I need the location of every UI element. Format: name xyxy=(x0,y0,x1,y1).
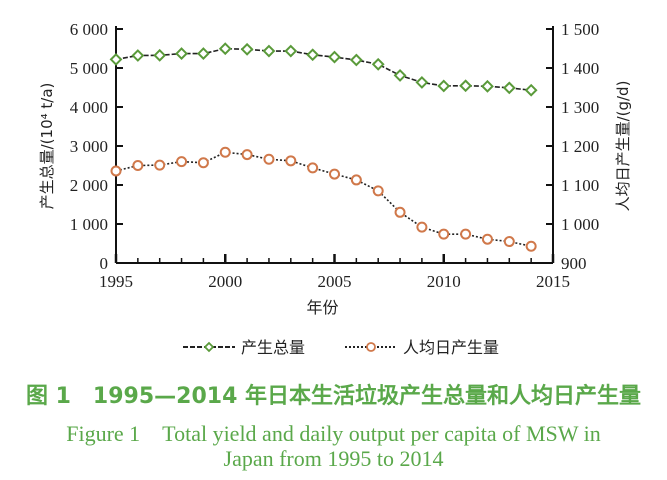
x-tick-label: 1995 xyxy=(99,272,133,291)
data-point-diamond xyxy=(481,79,494,93)
legend-marker-circle xyxy=(366,342,376,352)
data-point-circle xyxy=(416,221,428,233)
data-point-circle xyxy=(525,240,537,252)
data-point-circle xyxy=(307,162,319,174)
data-point-circle xyxy=(329,168,340,180)
data-point-circle xyxy=(481,233,493,245)
right-tick-label: 1 200 xyxy=(561,137,599,156)
data-point-circle xyxy=(438,228,450,240)
legend-label-1: 产生总量 xyxy=(241,338,305,357)
data-point-diamond xyxy=(109,53,123,66)
data-point-diamond xyxy=(240,42,254,56)
caption-english-line2: Japan from 1995 to 2014 xyxy=(223,446,444,471)
x-tick-label: 2015 xyxy=(536,272,570,291)
data-point-diamond xyxy=(153,48,167,62)
right-tick-label: 1 300 xyxy=(561,98,599,117)
data-point-diamond xyxy=(284,44,298,58)
data-point-diamond xyxy=(175,47,188,60)
data-point-diamond xyxy=(393,68,407,82)
data-point-circle xyxy=(285,155,297,167)
data-point-circle xyxy=(372,185,384,197)
data-point-diamond xyxy=(328,50,341,64)
data-point-circle xyxy=(350,174,362,186)
data-point-diamond xyxy=(306,48,320,62)
left-tick-label: 6 000 xyxy=(70,20,108,39)
data-point-diamond xyxy=(349,53,363,67)
data-point-circle xyxy=(197,157,209,169)
data-point-diamond xyxy=(196,47,210,60)
left-tick-label: 4 000 xyxy=(70,98,108,117)
right-tick-label: 900 xyxy=(561,254,587,273)
right-tick-label: 1 100 xyxy=(561,176,599,195)
x-tick-label: 2005 xyxy=(318,272,352,291)
data-point-circle xyxy=(503,236,515,248)
data-point-circle xyxy=(110,165,122,177)
dual-axis-line-chart: 0 1 000 2 000 3 000 4 000 5 000 6 000 900 1 000 1… xyxy=(38,20,632,357)
data-point-diamond xyxy=(371,57,385,71)
right-tick-label: 1 500 xyxy=(561,20,599,39)
data-point-circle xyxy=(263,153,275,165)
right-axis-label: 人均日产生量/(g/d) xyxy=(614,81,632,212)
left-axis-label: 产生总量/(10⁴ t/a) xyxy=(38,83,56,210)
data-point-diamond xyxy=(262,44,276,58)
left-tick-label: 5 000 xyxy=(70,59,108,78)
data-point-diamond xyxy=(415,76,429,89)
data-point-circle xyxy=(176,156,188,168)
left-tick-label: 2 000 xyxy=(70,176,108,195)
caption-chinese: 图 1 1995—2014 年日本生活垃圾产生总量和人均日产生量 xyxy=(25,384,642,409)
legend-label-2: 人均日产生量 xyxy=(403,338,499,357)
right-tick-label: 1 400 xyxy=(561,59,599,78)
x-axis-label: 年份 xyxy=(306,298,338,317)
right-tick-label: 1 000 xyxy=(561,215,599,234)
data-point-diamond xyxy=(524,83,538,97)
data-point-circle xyxy=(219,146,231,158)
left-tick-label: 3 000 xyxy=(70,137,108,156)
data-point-circle xyxy=(460,228,472,240)
data-point-circle xyxy=(394,206,406,218)
data-point-circle xyxy=(132,160,144,171)
caption-english-line1: Figure 1 Total yield and daily output pe… xyxy=(66,421,601,446)
legend-marker-diamond xyxy=(203,341,215,353)
left-tick-label: 0 xyxy=(100,254,109,273)
data-point-diamond xyxy=(218,42,232,56)
data-point-diamond xyxy=(131,49,145,62)
x-tick-label: 2010 xyxy=(427,272,461,291)
data-point-diamond xyxy=(459,79,473,93)
data-point-diamond xyxy=(502,81,516,95)
data-point-circle xyxy=(154,159,166,171)
x-tick-label: 2000 xyxy=(208,272,242,291)
left-tick-label: 1 000 xyxy=(70,215,108,234)
data-point-circle xyxy=(241,149,253,161)
data-point-diamond xyxy=(437,79,451,93)
